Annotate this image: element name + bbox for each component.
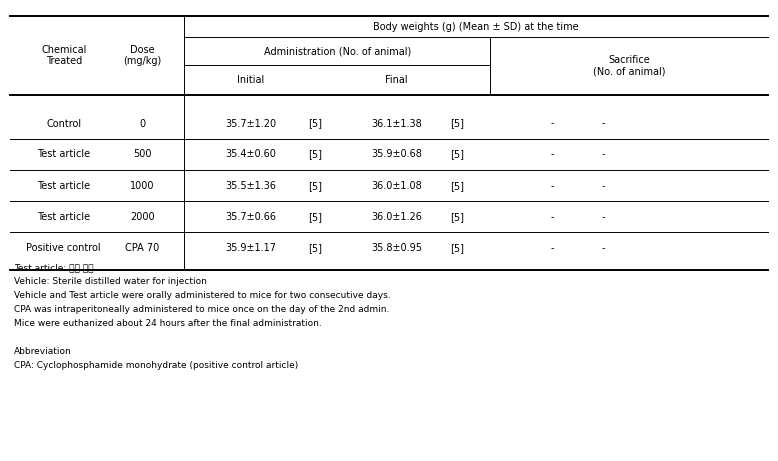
Text: 500: 500 [133, 149, 152, 160]
Text: 36.0±1.08: 36.0±1.08 [371, 181, 422, 191]
Text: [5]: [5] [308, 212, 322, 222]
Text: Body weights (g) (Mean ± SD) at the time: Body weights (g) (Mean ± SD) at the time [373, 22, 579, 31]
Text: -: - [551, 212, 554, 222]
Text: Administration (No. of animal): Administration (No. of animal) [264, 46, 411, 56]
Text: 35.9±1.17: 35.9±1.17 [225, 243, 276, 253]
Text: 35.4±0.60: 35.4±0.60 [225, 149, 276, 160]
Text: 2000: 2000 [130, 212, 155, 222]
Text: Positive control: Positive control [26, 243, 101, 253]
Text: Dose
(mg/kg): Dose (mg/kg) [123, 45, 162, 66]
Text: Vehicle: Sterile distilled water for injection: Vehicle: Sterile distilled water for inj… [14, 278, 207, 286]
Text: Vehicle and Test article were orally administered to mice for two consecutive da: Vehicle and Test article were orally adm… [14, 291, 391, 301]
Text: [5]: [5] [308, 243, 322, 253]
Text: Chemical
Treated: Chemical Treated [41, 45, 86, 66]
Text: Test article: Test article [37, 149, 90, 160]
Text: 35.7±0.66: 35.7±0.66 [225, 212, 276, 222]
Text: -: - [601, 243, 605, 253]
Text: -: - [551, 181, 554, 191]
Text: 0: 0 [139, 118, 145, 129]
Text: [5]: [5] [308, 118, 322, 129]
Text: Test article: Test article [37, 212, 90, 222]
Text: 35.7±1.20: 35.7±1.20 [225, 118, 276, 129]
Text: CPA: Cyclophosphamide monohydrate (positive control article): CPA: Cyclophosphamide monohydrate (posit… [14, 361, 298, 371]
Text: [5]: [5] [308, 149, 322, 160]
Text: Initial: Initial [237, 75, 265, 85]
Text: Abbreviation: Abbreviation [14, 348, 72, 356]
Text: [5]: [5] [450, 118, 464, 129]
Text: [5]: [5] [450, 181, 464, 191]
Text: -: - [601, 212, 605, 222]
Text: Control: Control [46, 118, 82, 129]
Text: CPA 70: CPA 70 [125, 243, 159, 253]
Text: -: - [601, 149, 605, 160]
Text: Test article: Test article [37, 181, 90, 191]
Text: -: - [601, 181, 605, 191]
Text: 1000: 1000 [130, 181, 155, 191]
Text: -: - [551, 118, 554, 129]
Text: 36.0±1.26: 36.0±1.26 [371, 212, 422, 222]
Text: 36.1±1.38: 36.1±1.38 [371, 118, 422, 129]
Text: Sacrifice
(No. of animal): Sacrifice (No. of animal) [593, 55, 665, 77]
Text: [5]: [5] [308, 181, 322, 191]
Text: CPA was intraperitoneally administered to mice once on the day of the 2nd admin.: CPA was intraperitoneally administered t… [14, 306, 389, 314]
Text: [5]: [5] [450, 212, 464, 222]
Text: 35.9±0.68: 35.9±0.68 [371, 149, 422, 160]
Text: Mice were euthanized about 24 hours after the final administration.: Mice were euthanized about 24 hours afte… [14, 319, 322, 329]
Text: -: - [551, 243, 554, 253]
Text: [5]: [5] [450, 149, 464, 160]
Text: Final: Final [385, 75, 408, 85]
Text: [5]: [5] [450, 243, 464, 253]
Text: -: - [601, 118, 605, 129]
Text: Test article: 세신 분말: Test article: 세신 분말 [14, 264, 93, 272]
Text: 35.8±0.95: 35.8±0.95 [371, 243, 422, 253]
Text: 35.5±1.36: 35.5±1.36 [225, 181, 276, 191]
Text: -: - [551, 149, 554, 160]
